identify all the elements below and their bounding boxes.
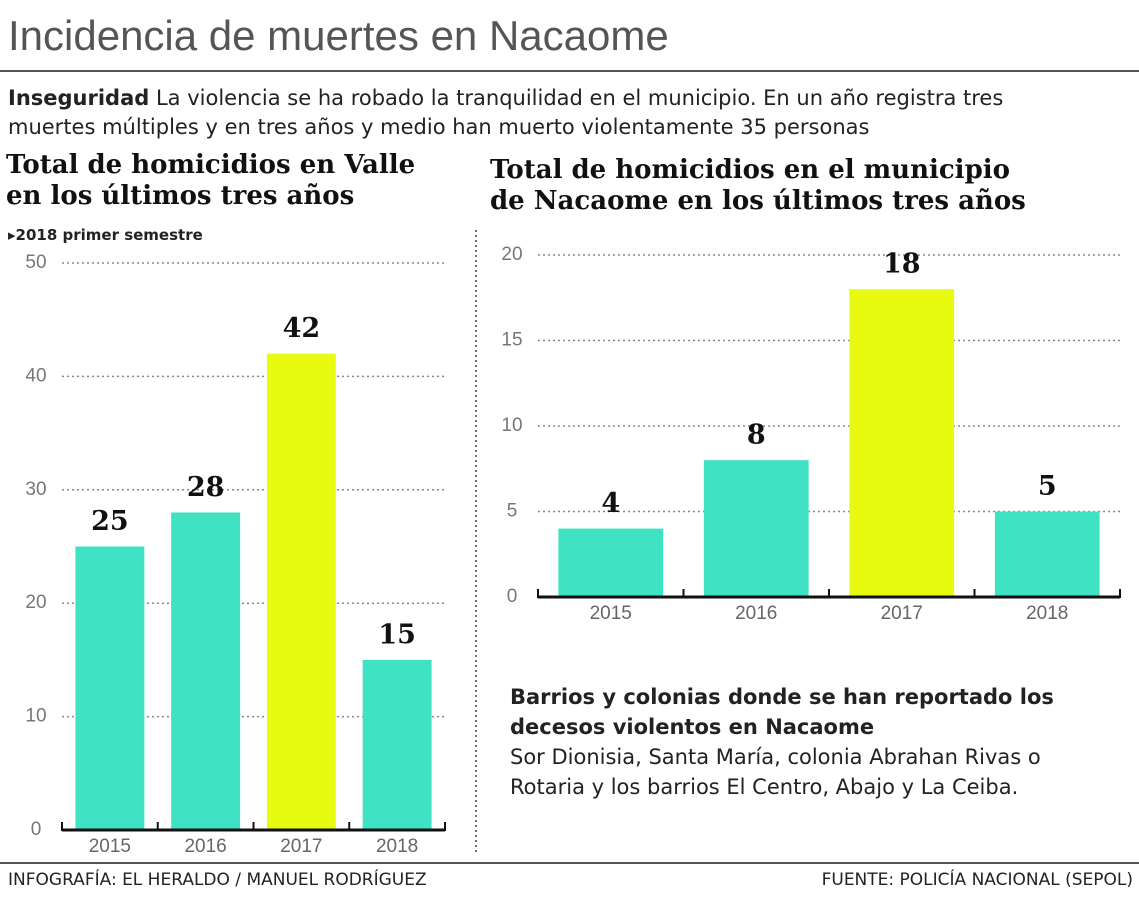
- value-label: 8: [747, 420, 766, 451]
- note-text: Sor Dionisia, Santa María, colonia Abrah…: [510, 745, 1041, 799]
- bar: [362, 659, 432, 830]
- x-tick-label: 2018: [376, 836, 418, 857]
- rule: [0, 70, 1139, 72]
- intro-text: La violencia se ha robado la tranquilida…: [8, 86, 1004, 139]
- note-title: Barrios y colonias donde se han reportad…: [510, 685, 1054, 739]
- bar: [849, 289, 955, 597]
- value-label: 42: [283, 313, 321, 344]
- y-tick-label: 30: [25, 479, 46, 500]
- y-tick-label: 20: [501, 244, 522, 265]
- headline: Incidencia de muertes en Nacaome: [8, 12, 669, 59]
- bar: [994, 511, 1100, 597]
- y-tick-label: 0: [31, 819, 42, 840]
- y-tick-label: 10: [25, 706, 46, 727]
- chart-title: Total de homicidios en Valle en los últi…: [6, 150, 416, 211]
- note: Barrios y colonias donde se han reportad…: [510, 682, 1110, 802]
- y-tick-label: 40: [25, 365, 46, 386]
- x-tick-label: 2015: [89, 836, 131, 857]
- x-tick-label: 2015: [590, 603, 632, 624]
- y-tick-label: 50: [25, 252, 46, 273]
- value-label: 28: [187, 472, 225, 503]
- value-label: 15: [378, 619, 416, 650]
- bar: [703, 460, 809, 597]
- value-label: 25: [91, 506, 129, 537]
- x-tick-label: 2017: [280, 836, 322, 857]
- intro: Inseguridad La violencia se ha robado la…: [8, 84, 1088, 142]
- bar: [171, 512, 241, 830]
- x-tick-label: 2018: [1026, 603, 1068, 624]
- y-tick-label: 10: [501, 415, 522, 436]
- y-tick-label: 0: [507, 586, 518, 607]
- y-tick-label: 20: [25, 592, 46, 613]
- source: FUENTE: POLICÍA NACIONAL (SEPOL): [821, 870, 1133, 890]
- x-tick-label: 2016: [735, 603, 777, 624]
- value-label: 4: [601, 488, 620, 519]
- bar: [75, 546, 145, 830]
- value-label: 18: [883, 249, 921, 280]
- y-tick-label: 5: [507, 501, 518, 522]
- credit: INFOGRAFÍA: EL HERALDO / MANUEL RODRÍGUE…: [8, 870, 427, 890]
- chart-title: Total de homicidios en el municipio de N…: [490, 155, 1026, 216]
- rule: [0, 862, 1139, 864]
- x-tick-label: 2017: [881, 603, 923, 624]
- chart-subtitle: 2018 primer semestre: [8, 226, 203, 244]
- intro-lead: Inseguridad: [8, 86, 150, 110]
- value-label: 5: [1038, 471, 1057, 502]
- bar: [558, 528, 664, 597]
- y-tick-label: 15: [501, 330, 522, 351]
- bar: [266, 353, 336, 830]
- x-tick-label: 2016: [184, 836, 226, 857]
